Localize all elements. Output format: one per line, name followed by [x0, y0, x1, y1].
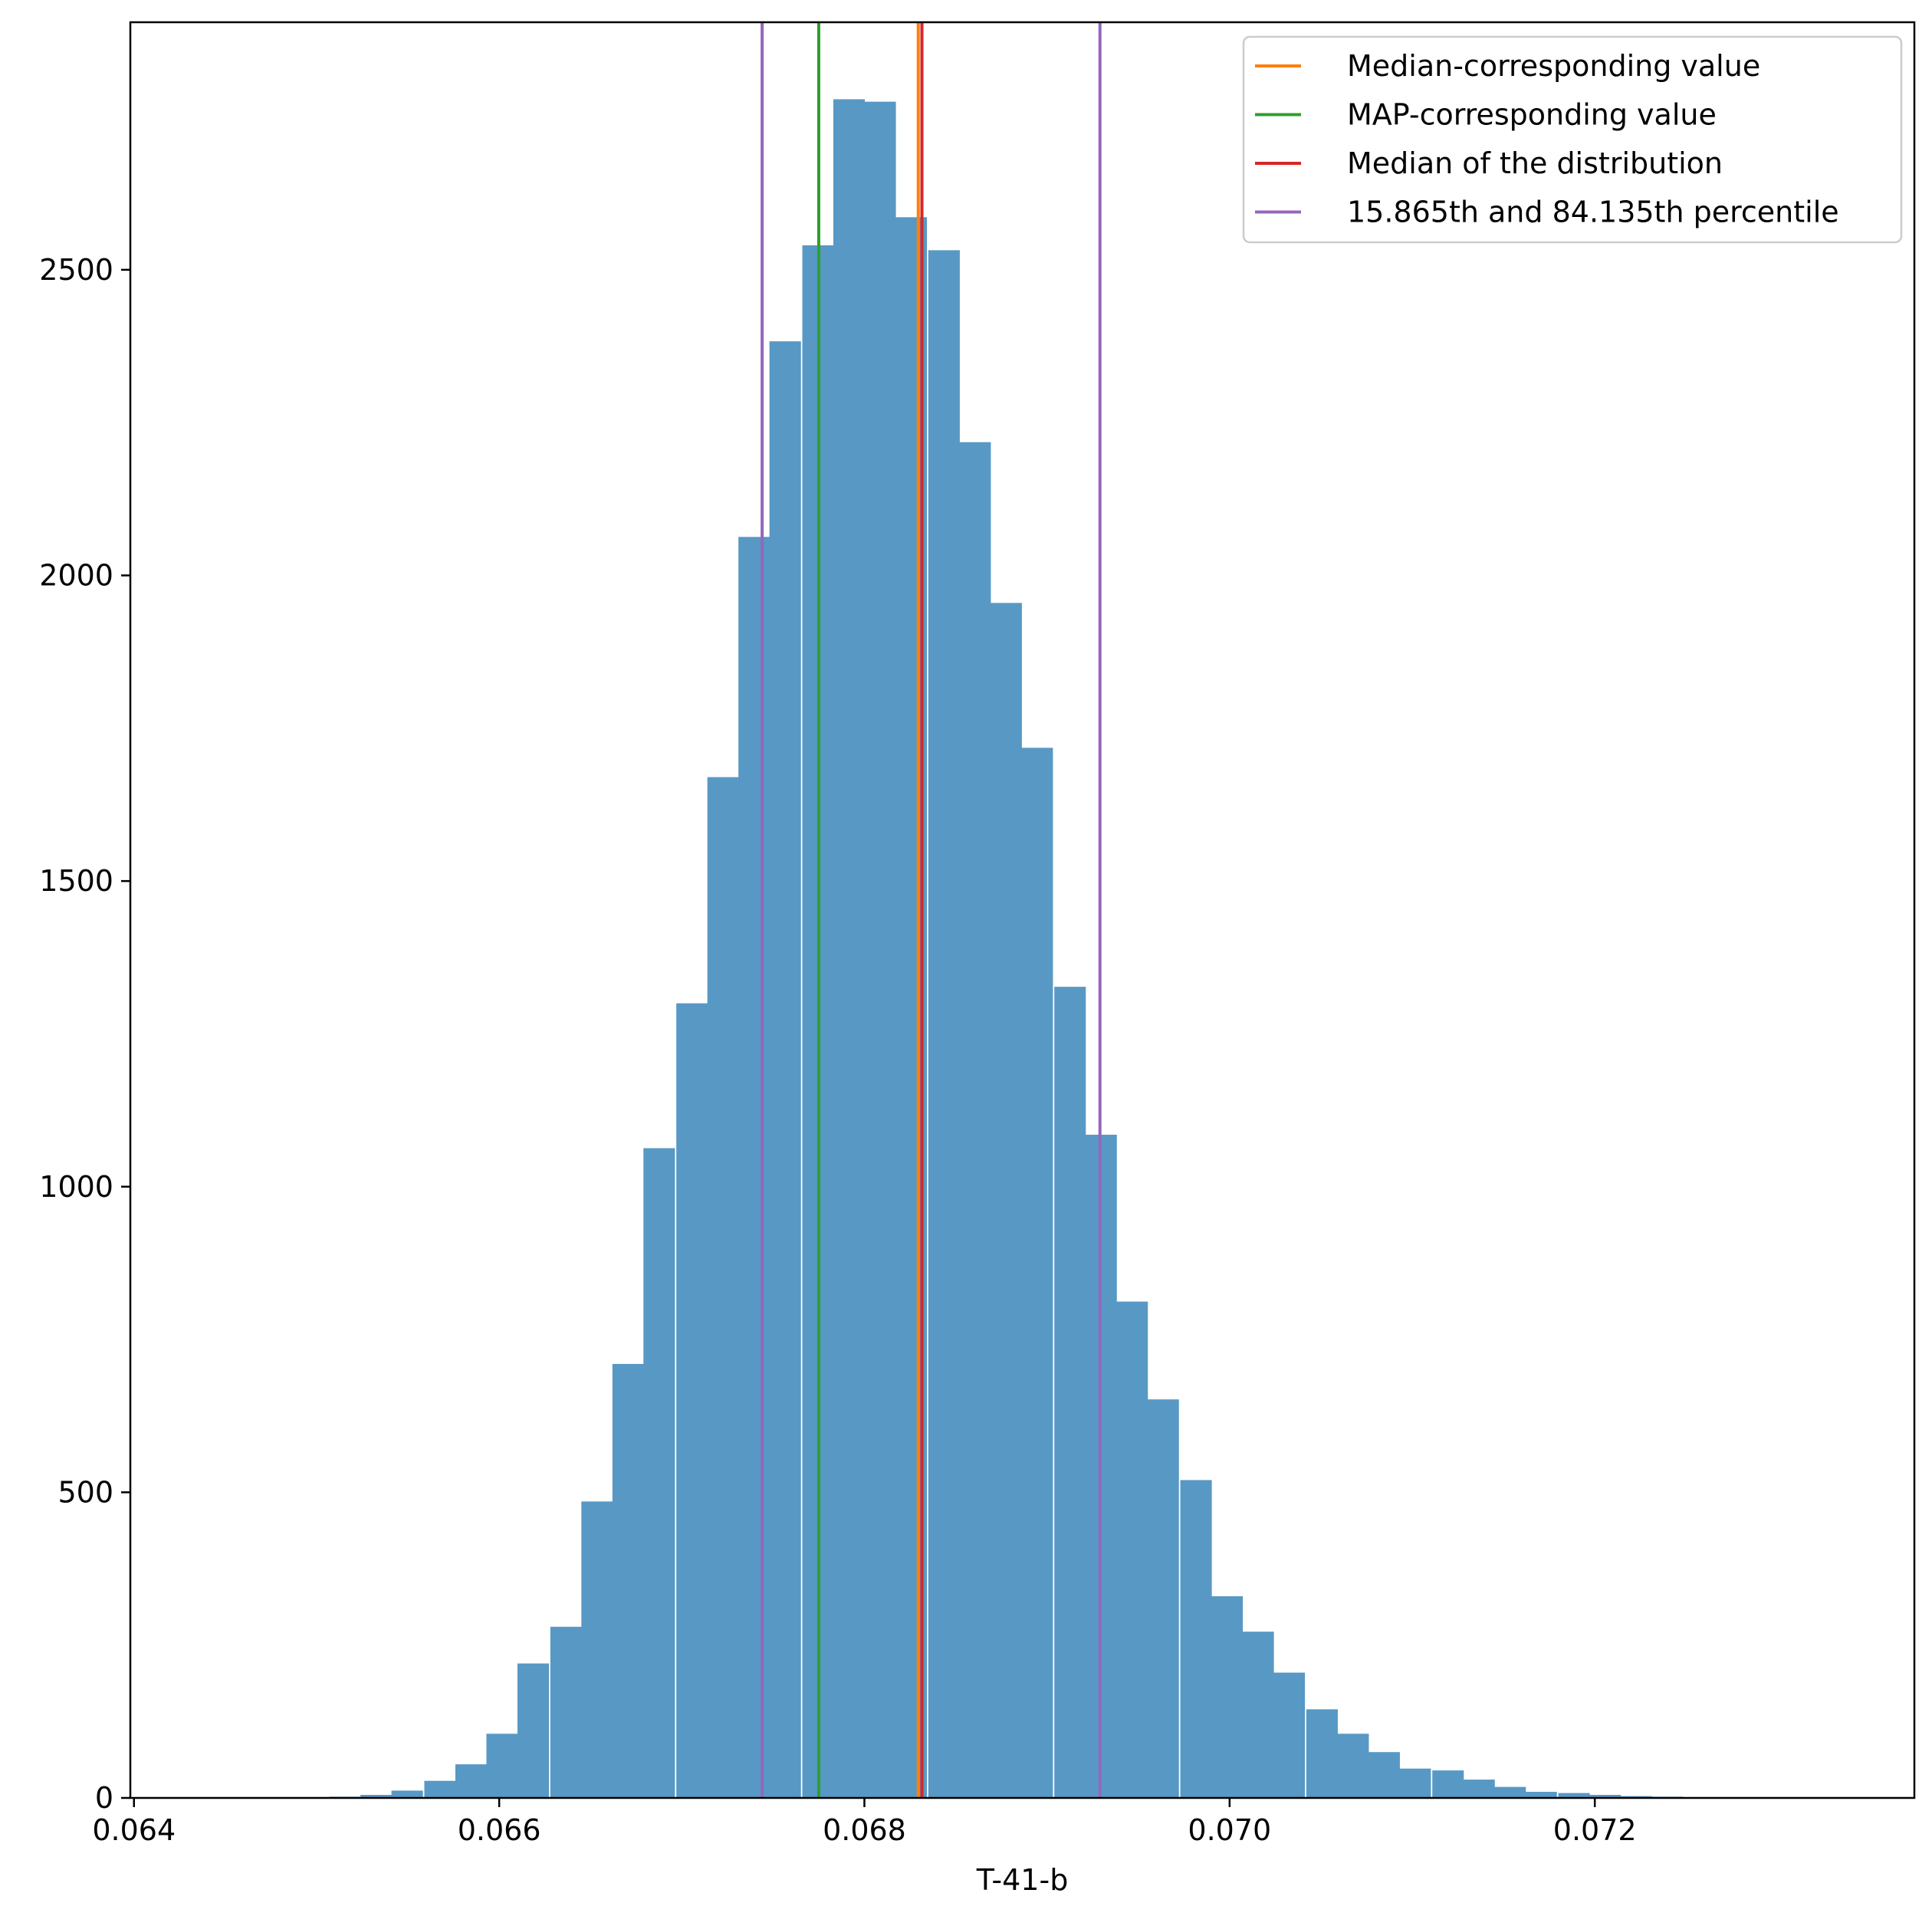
histogram-bar	[959, 442, 991, 1799]
histogram-bar	[1273, 1672, 1306, 1798]
y-tick-label: 2500	[39, 253, 113, 287]
reference-lines	[761, 22, 1102, 1798]
legend: Median-corresponding value MAP-correspond…	[1242, 35, 1903, 244]
histogram-bar	[455, 1764, 488, 1798]
histogram-bar	[612, 1363, 644, 1798]
y-tick-label: 1000	[39, 1170, 113, 1204]
histogram-bar	[1494, 1786, 1526, 1798]
histogram-bar	[676, 1003, 708, 1798]
histogram-bar	[550, 1626, 582, 1798]
histogram-bar	[928, 250, 960, 1798]
histogram-bar	[1589, 1795, 1622, 1798]
legend-label: MAP-corresponding value	[1347, 98, 1717, 132]
y-tick-label: 1500	[39, 864, 113, 898]
histogram-bar	[643, 1148, 675, 1798]
histogram-bar	[1432, 1770, 1464, 1798]
histogram-bar	[707, 777, 739, 1799]
histogram-bar	[1180, 1480, 1212, 1798]
histogram-bar	[1021, 748, 1053, 1798]
histogram-bar	[1242, 1632, 1274, 1798]
histogram-bar	[1116, 1301, 1148, 1798]
histogram-bar	[581, 1501, 613, 1798]
y-tick-label: 2000	[39, 559, 113, 593]
histogram-bar	[517, 1663, 550, 1798]
histogram-bar	[1463, 1780, 1495, 1798]
x-axis-ticks: 0.064 0.066 0.068 0.070 0.072	[92, 1798, 1637, 1847]
x-axis-label: T-41-b	[976, 1863, 1069, 1897]
histogram-bar	[391, 1790, 423, 1798]
histogram-bar	[833, 99, 866, 1798]
histogram-bar	[1525, 1792, 1557, 1798]
x-tick-label: 0.066	[458, 1813, 541, 1847]
histogram-bar	[738, 537, 770, 1798]
histogram-bar	[1368, 1752, 1400, 1798]
x-tick-label: 0.064	[92, 1813, 176, 1847]
plot-frame	[129, 21, 1916, 1799]
histogram-bar	[486, 1734, 518, 1798]
histogram-bar	[769, 341, 801, 1798]
histogram-bar	[1306, 1709, 1338, 1798]
histogram-bar	[424, 1780, 456, 1798]
y-tick-label: 500	[58, 1475, 113, 1509]
y-tick-label: 0	[95, 1781, 113, 1815]
y-axis-ticks: 0 500 1000 1500 2000 2500	[39, 253, 130, 1815]
legend-label: Median of the distribution	[1347, 146, 1723, 180]
x-tick-label: 0.072	[1553, 1813, 1637, 1847]
histogram-bar	[864, 101, 896, 1798]
histogram-bar	[1558, 1793, 1590, 1798]
histogram-bar	[360, 1795, 393, 1798]
x-tick-label: 0.070	[1188, 1813, 1271, 1847]
histogram-bar	[1054, 987, 1086, 1798]
x-tick-label: 0.068	[823, 1813, 906, 1847]
histogram-bar	[1337, 1734, 1369, 1798]
histogram-bar	[990, 603, 1022, 1799]
legend-box	[1242, 35, 1903, 244]
histogram-bar	[1399, 1768, 1431, 1798]
histogram-bar	[1211, 1596, 1244, 1798]
legend-label: 15.865th and 84.135th percentile	[1347, 196, 1839, 229]
legend-label: Median-corresponding value	[1347, 49, 1760, 83]
histogram-bar	[1147, 1399, 1179, 1798]
